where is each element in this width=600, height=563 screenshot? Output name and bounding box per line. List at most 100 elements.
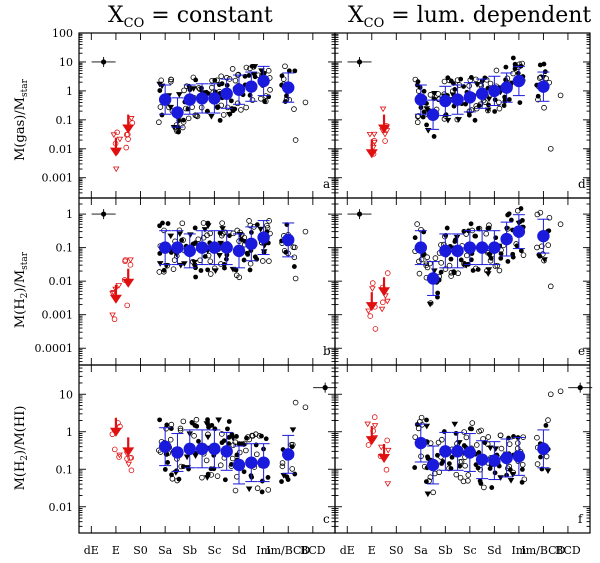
upper-limit <box>229 266 237 273</box>
data-point <box>424 254 430 261</box>
data-point <box>247 260 254 267</box>
data-point <box>427 260 433 267</box>
data-point <box>416 258 422 265</box>
data-point <box>505 259 511 264</box>
data-point <box>477 81 484 88</box>
panel-frame <box>78 32 336 199</box>
mean-marker <box>257 456 270 469</box>
data-point <box>292 244 298 251</box>
data-point <box>196 438 201 444</box>
data-point <box>420 252 426 258</box>
data-point <box>281 248 288 254</box>
y-label-row0: M(gas)/Mstar <box>13 78 30 160</box>
data-point <box>465 477 471 484</box>
data-point <box>222 265 227 271</box>
data-point <box>496 99 502 106</box>
upper-limit <box>219 226 226 232</box>
data-point <box>537 62 543 68</box>
panel-frame <box>334 364 591 534</box>
upper-limit <box>258 68 265 74</box>
data-point <box>220 112 227 118</box>
y-tick-label: 0.001 <box>42 309 74 322</box>
data-point <box>217 230 223 236</box>
mean-marker <box>282 448 295 461</box>
mean-marker <box>463 446 477 459</box>
x-tick-label: Sd <box>487 544 502 557</box>
upper-limit <box>229 435 237 442</box>
data-point <box>291 264 297 269</box>
data-point <box>230 230 237 237</box>
data-point <box>232 106 238 112</box>
mean-marker <box>171 106 184 119</box>
data-point <box>517 219 523 225</box>
data-point <box>449 454 455 460</box>
x-tick-label: E <box>368 544 376 557</box>
data-point <box>371 414 378 420</box>
data-point <box>243 64 250 71</box>
upper-limit <box>109 291 116 297</box>
y-tick-label: 10 <box>59 56 73 69</box>
mean-marker <box>463 91 477 104</box>
panel-e: e <box>334 197 591 366</box>
data-point <box>515 70 521 76</box>
x-tick-label: Sa <box>158 544 173 557</box>
data-point <box>292 137 299 143</box>
x-tick-label: dE <box>340 544 355 557</box>
y-tick-label: 0.1 <box>56 463 74 476</box>
data-point <box>424 264 431 271</box>
data-point <box>452 239 458 244</box>
data-point <box>463 434 470 441</box>
mean-marker <box>183 442 196 456</box>
data-point <box>492 109 498 114</box>
x-tick-label: Im/BCD <box>521 544 565 557</box>
data-point <box>543 423 549 428</box>
data-point <box>198 268 204 273</box>
data-point <box>176 476 182 482</box>
data-point <box>457 463 463 469</box>
mean-marker <box>257 231 270 244</box>
data-point <box>193 240 198 246</box>
data-point <box>263 436 269 442</box>
data-point <box>191 433 197 439</box>
data-point <box>129 120 136 126</box>
data-point <box>445 75 451 81</box>
data-point <box>547 145 554 152</box>
data-point <box>519 479 525 485</box>
data-point <box>199 474 205 481</box>
data-point <box>412 465 418 470</box>
data-point <box>476 428 482 435</box>
data-point <box>157 88 163 93</box>
data-point <box>279 463 286 470</box>
data-point <box>122 258 128 265</box>
upper-limit <box>485 267 493 273</box>
early-mean-marker <box>122 124 135 134</box>
upper-limit <box>381 131 389 138</box>
data-point <box>226 441 232 446</box>
mean-marker <box>208 442 221 456</box>
data-point <box>168 76 175 83</box>
data-point <box>193 77 199 83</box>
early-mean-marker <box>378 287 391 297</box>
data-point <box>446 461 452 467</box>
data-point <box>200 234 207 241</box>
data-point <box>415 113 422 119</box>
mean-marker <box>426 272 440 285</box>
mean-marker <box>488 241 501 254</box>
data-point <box>534 461 541 467</box>
data-point <box>229 66 236 72</box>
mean-marker <box>183 93 196 106</box>
data-point <box>208 466 214 472</box>
data-point <box>260 258 266 264</box>
data-point <box>508 217 514 223</box>
mean-marker <box>488 454 501 467</box>
mean-marker <box>439 94 452 108</box>
mean-marker <box>451 244 464 258</box>
mean-marker <box>414 436 428 450</box>
reference-point <box>101 211 107 217</box>
panel-c: 10 1 0.1 0.01 c <box>49 364 338 534</box>
data-point <box>180 464 186 470</box>
upper-limit <box>366 131 374 138</box>
data-point <box>496 267 503 274</box>
mean-marker <box>245 456 258 469</box>
